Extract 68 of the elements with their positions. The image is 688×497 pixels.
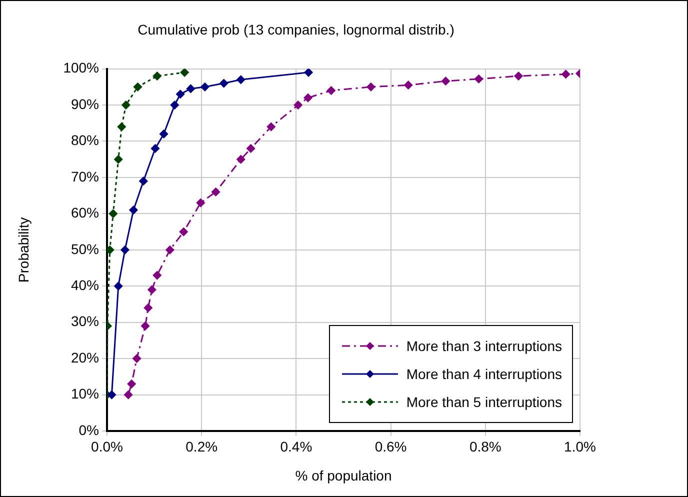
point (179, 228, 188, 236)
point (114, 282, 123, 290)
y-tick-label: 40% (70, 276, 99, 293)
x-tick-label: 0.8% (469, 438, 502, 454)
point (133, 82, 142, 92)
point (236, 75, 246, 84)
point (108, 209, 118, 218)
point (196, 198, 205, 208)
point (514, 72, 523, 80)
point (474, 74, 484, 84)
x-tick-label: 0.0% (91, 438, 123, 454)
point (117, 122, 126, 131)
point (150, 144, 160, 153)
point (562, 70, 570, 78)
y-tick-label: 60% (70, 204, 99, 221)
point (148, 285, 156, 294)
point (114, 155, 123, 164)
y-tick-label: 30% (70, 313, 99, 330)
y-tick-label: 0% (78, 422, 99, 438)
x-axis-title: % of population (295, 467, 392, 484)
point (166, 246, 174, 254)
point (186, 84, 195, 93)
point (212, 188, 220, 196)
legend-label: More than 5 interruptions (406, 394, 562, 410)
y-tick-label: 50% (70, 240, 99, 257)
x-tick-label: 0.2% (186, 438, 218, 454)
x-tick-label: 0.4% (280, 438, 312, 454)
point (200, 82, 210, 92)
point (132, 354, 142, 363)
legend-label: More than 4 interruptions (406, 366, 562, 382)
point (139, 176, 148, 186)
point (176, 90, 185, 98)
point (152, 72, 162, 80)
x-tick-label: 1.0% (564, 438, 596, 454)
point (107, 246, 114, 254)
y-tick-label: 90% (70, 96, 99, 112)
y-tick-label: 70% (70, 168, 99, 184)
point (107, 390, 116, 400)
point (366, 82, 376, 92)
point (304, 68, 313, 77)
y-axis-title: Probability (15, 217, 32, 283)
point (180, 68, 189, 77)
y-tick-label: 10% (70, 386, 99, 402)
point (294, 100, 302, 110)
point (236, 155, 246, 164)
point (170, 100, 179, 110)
point (124, 390, 133, 400)
point (129, 206, 138, 214)
y-tick-label: 100% (63, 60, 99, 76)
x-tick-label: 0.6% (374, 438, 407, 454)
point (326, 86, 336, 95)
point (141, 322, 150, 330)
y-tick-label: 20% (70, 349, 99, 366)
point (246, 144, 256, 153)
point (304, 94, 312, 102)
point (160, 130, 168, 138)
point (122, 100, 130, 110)
legend-label: More than 3 interruptions (406, 338, 562, 354)
point (404, 80, 413, 90)
point (441, 76, 450, 86)
point (120, 246, 130, 254)
point (144, 304, 152, 312)
y-tick-label: 80% (70, 132, 99, 148)
chart-title: Cumulative prob (13 companies, lognormal distrib.) (138, 21, 454, 38)
point (152, 271, 162, 280)
point (266, 122, 276, 131)
point (220, 79, 228, 88)
point (127, 380, 136, 388)
